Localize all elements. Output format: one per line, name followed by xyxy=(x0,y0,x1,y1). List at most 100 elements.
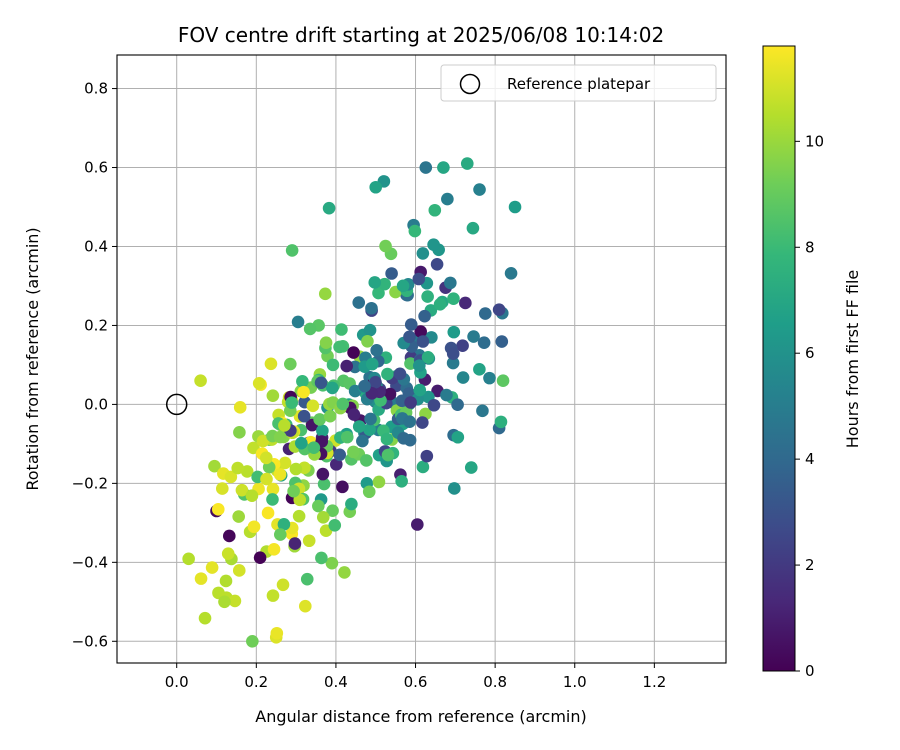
data-point xyxy=(252,376,266,390)
data-point xyxy=(369,375,382,389)
data-point xyxy=(194,572,208,585)
data-point xyxy=(416,460,430,474)
data-point xyxy=(440,388,453,402)
data-point xyxy=(221,547,235,560)
data-point xyxy=(233,426,246,439)
data-point xyxy=(466,221,480,235)
data-point xyxy=(383,387,397,401)
data-point xyxy=(274,528,287,541)
data-point xyxy=(396,279,410,293)
data-point xyxy=(372,475,386,489)
data-point xyxy=(316,467,330,481)
data-point xyxy=(303,322,317,336)
colorbar-tick-label: 0 xyxy=(805,662,815,680)
data-point xyxy=(205,561,219,574)
data-point xyxy=(433,298,447,311)
data-point xyxy=(416,416,429,429)
data-point xyxy=(306,399,320,413)
data-point xyxy=(231,461,245,475)
data-point xyxy=(404,396,417,409)
data-point xyxy=(460,157,474,170)
data-point xyxy=(496,374,510,388)
data-point xyxy=(381,448,395,462)
data-point xyxy=(363,423,376,436)
data-point xyxy=(444,276,457,290)
colorbar-label: Hours from first FF file xyxy=(843,270,862,449)
y-axis-label: Rotation from reference (arcmin) xyxy=(23,227,42,490)
data-point xyxy=(294,436,308,450)
data-point xyxy=(259,451,273,465)
data-point xyxy=(414,325,427,338)
data-point xyxy=(211,503,225,516)
data-point xyxy=(365,357,379,371)
data-point xyxy=(459,296,472,310)
data-point xyxy=(276,578,290,592)
data-point xyxy=(245,489,259,503)
data-point xyxy=(437,161,450,174)
data-point xyxy=(326,358,340,372)
data-point xyxy=(326,504,339,518)
data-point xyxy=(467,330,480,343)
data-point xyxy=(266,482,280,496)
data-point xyxy=(240,465,254,478)
data-point xyxy=(492,303,506,316)
data-point xyxy=(397,431,410,445)
data-point xyxy=(368,276,382,289)
colorbar-tick-label: 8 xyxy=(805,238,815,256)
axis-ticks: 0.0 0.2 0.4 0.6 0.8 1.0 1.2 −0.6 −0.4 −0.2 0.0 0.2 0… xyxy=(72,80,667,691)
plot-frame xyxy=(116,54,727,664)
data-point xyxy=(358,379,371,393)
data-point xyxy=(427,238,440,251)
x-tick-label: 0.0 xyxy=(165,673,189,691)
data-point xyxy=(347,346,360,359)
x-tick-label: 1.0 xyxy=(563,673,587,691)
data-point xyxy=(235,483,249,497)
data-point xyxy=(347,408,361,421)
data-point xyxy=(421,290,434,303)
data-point xyxy=(253,551,267,564)
data-point xyxy=(361,334,374,348)
data-point xyxy=(289,462,303,476)
data-point xyxy=(219,574,233,588)
data-point xyxy=(326,381,339,395)
data-point xyxy=(315,551,328,565)
y-tick-label: −0.6 xyxy=(72,632,108,650)
data-point xyxy=(380,432,394,446)
data-point xyxy=(300,572,314,586)
y-tick-label: 0.2 xyxy=(84,316,108,334)
data-point xyxy=(284,357,297,371)
data-point xyxy=(246,634,259,648)
data-point xyxy=(319,336,333,349)
data-point xyxy=(365,301,378,315)
data-point xyxy=(345,497,358,511)
x-tick-label: 0.6 xyxy=(404,673,428,691)
data-point xyxy=(504,266,518,280)
data-point xyxy=(336,397,350,411)
data-point xyxy=(333,448,347,462)
data-point xyxy=(285,396,299,409)
chart-title: FOV centre drift starting at 2025/06/08 … xyxy=(178,23,664,47)
data-point xyxy=(328,518,342,532)
data-point xyxy=(285,244,299,257)
data-point xyxy=(232,510,245,523)
data-point xyxy=(273,430,287,444)
data-point xyxy=(379,239,392,253)
data-point xyxy=(362,485,376,499)
data-point xyxy=(340,359,354,373)
data-point xyxy=(336,480,349,494)
data-point xyxy=(447,325,461,339)
data-point xyxy=(278,456,292,470)
data-point xyxy=(416,247,430,260)
reference-platepar-marker xyxy=(165,393,188,416)
data-point xyxy=(419,161,433,174)
data-point xyxy=(427,398,441,412)
data-point xyxy=(478,307,492,320)
data-point xyxy=(260,472,273,486)
data-point xyxy=(385,267,398,280)
y-tick-label: −0.2 xyxy=(72,474,108,492)
data-point xyxy=(215,482,229,495)
data-point xyxy=(446,356,460,370)
data-point xyxy=(372,286,385,300)
